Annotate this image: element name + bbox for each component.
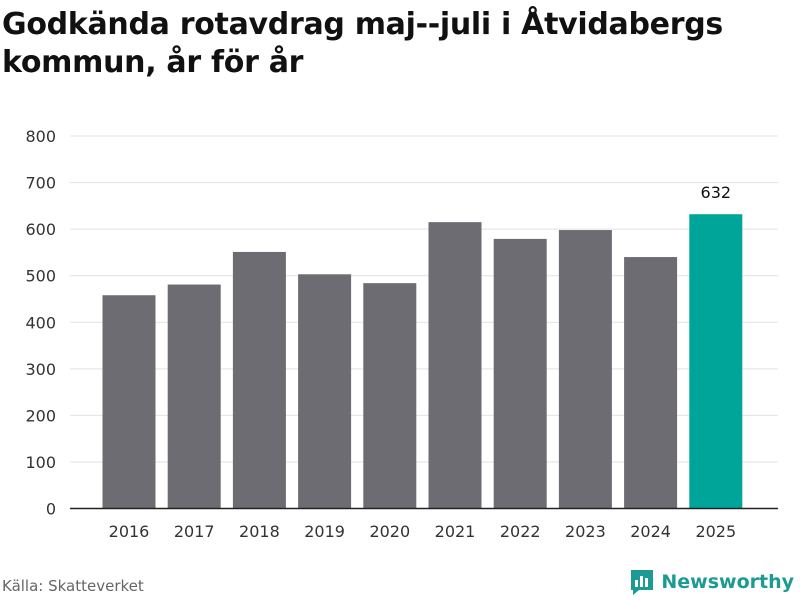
y-tick-label: 100 <box>25 453 56 472</box>
bar-2024 <box>624 257 678 509</box>
x-tick-label: 2025 <box>695 522 736 541</box>
bar-chart-icon <box>631 570 654 595</box>
x-tick-label: 2022 <box>500 522 541 541</box>
y-tick-label: 500 <box>25 267 56 286</box>
bar-2019 <box>298 274 352 509</box>
x-tick-label: 2021 <box>435 522 476 541</box>
bar-2023 <box>558 230 612 509</box>
x-tick-label: 2019 <box>304 522 345 541</box>
y-tick-label: 200 <box>25 406 56 425</box>
bar-2020 <box>363 283 417 509</box>
data-label-2025: 632 <box>701 183 732 202</box>
y-tick-label: 0 <box>46 500 56 519</box>
x-tick-label: 2017 <box>174 522 215 541</box>
brand-name: Newsworthy <box>661 571 794 593</box>
y-tick-label: 400 <box>25 313 56 332</box>
bar-2021 <box>428 222 482 509</box>
chart-title: Godkända rotavdrag maj--juli i Åtvidaber… <box>2 7 723 80</box>
bar-2025 <box>689 214 743 509</box>
x-tick-label: 2023 <box>565 522 606 541</box>
x-tick-label: 2024 <box>630 522 671 541</box>
x-tick-label: 2018 <box>239 522 280 541</box>
bars <box>102 214 743 509</box>
bar-2017 <box>167 284 221 509</box>
source-note: Källa: Skatteverket <box>2 577 144 595</box>
y-tick-label: 600 <box>25 220 56 239</box>
data-labels: 632 <box>701 183 732 202</box>
y-tick-label: 300 <box>25 360 56 379</box>
y-tick-label: 800 <box>25 127 56 146</box>
x-tick-label: 2016 <box>109 522 150 541</box>
y-tick-label: 700 <box>25 174 56 193</box>
x-tick-label: 2020 <box>369 522 410 541</box>
bar-2018 <box>232 251 286 509</box>
x-axis-ticks: 2016 2017 2018 2019 2020 2021 2022 2023 2024 2025 <box>109 522 737 541</box>
bar-2022 <box>493 238 547 509</box>
newsworthy-logo: Newsworthy <box>629 568 794 596</box>
bar-2016 <box>102 295 156 509</box>
y-axis-ticks: 0 100 200 300 400 500 600 700 800 <box>25 127 56 519</box>
